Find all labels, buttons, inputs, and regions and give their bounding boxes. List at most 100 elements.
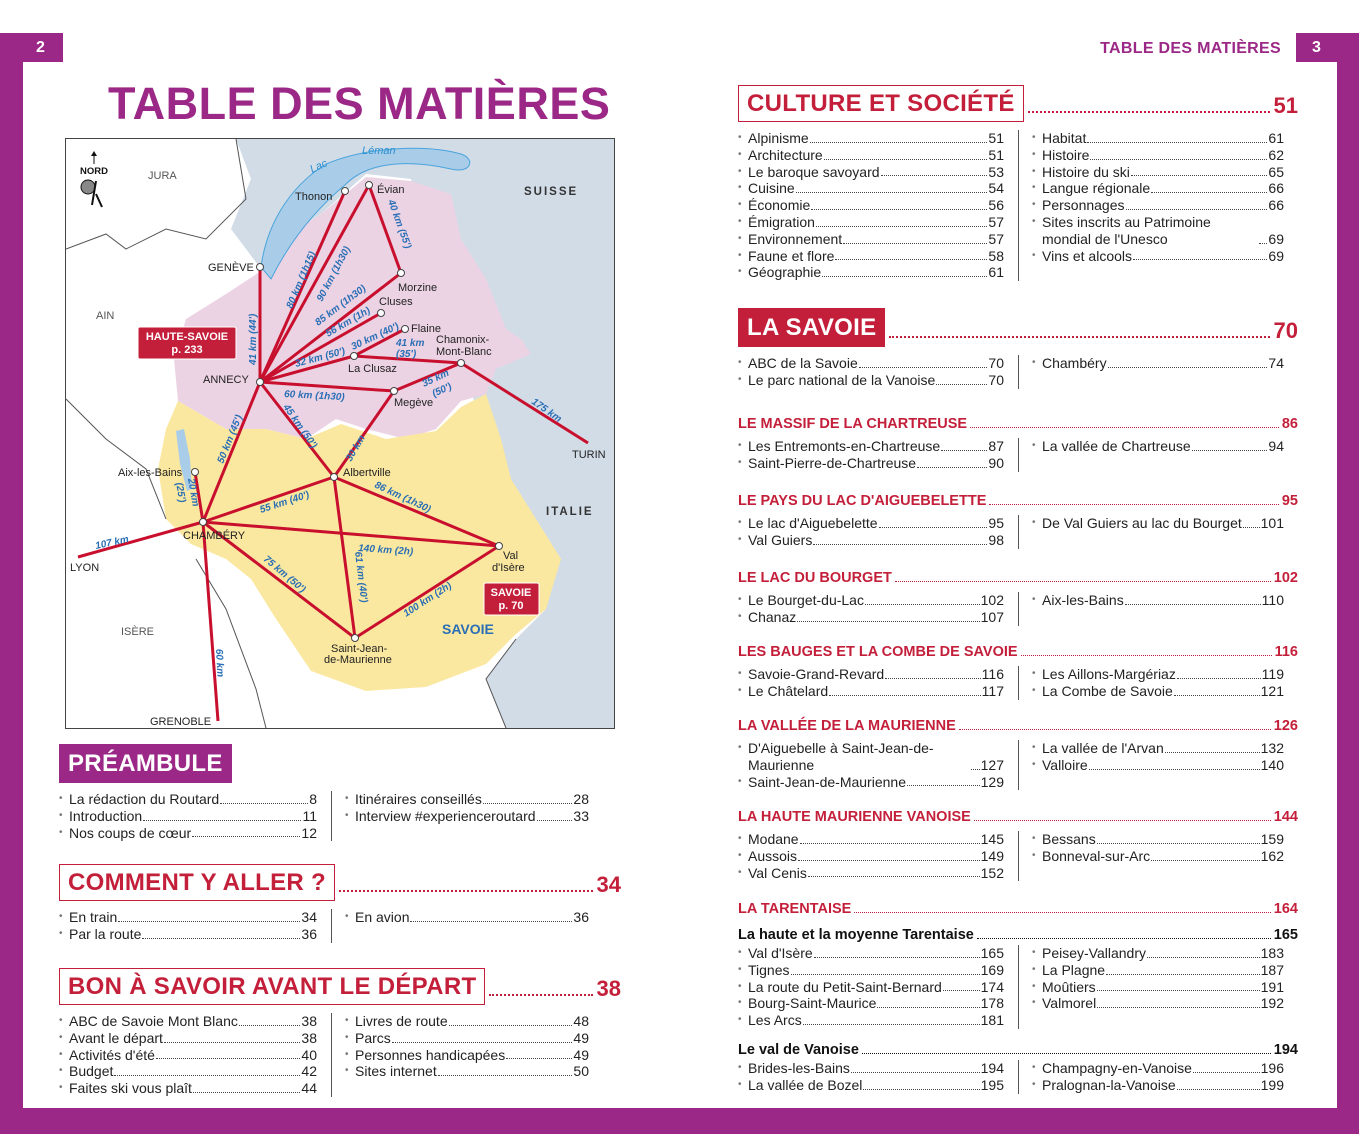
entry-page-number: 145 (980, 831, 1004, 847)
toc-entry[interactable]: Sites internet 50 (345, 1063, 589, 1080)
toc-entry[interactable]: Langue régionale 66 (1032, 180, 1284, 197)
toc-entry[interactable]: Livres de route 48 (345, 1013, 589, 1030)
section-heading[interactable]: LE LAC DU BOURGET 102 (738, 566, 1298, 586)
toc-entry[interactable]: En avion 36 (345, 909, 589, 926)
toc-entry[interactable]: Architecture 51 (738, 147, 1004, 164)
section-heading[interactable]: CULTURE ET SOCIÉTÉ 51 (738, 82, 1298, 122)
section-heading[interactable]: BON À SAVOIR AVANT LE DÉPART 38 (59, 965, 621, 1005)
section-heading[interactable]: LE MASSIF DE LA CHARTREUSE 86 (738, 412, 1298, 432)
toc-entry[interactable]: Le baroque savoyard 53 (738, 164, 1004, 181)
section-heading[interactable]: LA TARENTAISE 164 (738, 897, 1298, 917)
toc-entry[interactable]: La Combe de Savoie 121 (1032, 683, 1284, 700)
toc-entry[interactable]: La route du Petit-Saint-Bernard 174 (738, 979, 1004, 996)
toc-entry[interactable]: Alpinisme 51 (738, 130, 1004, 147)
section-heading[interactable]: LA HAUTE MAURIENNE VANOISE 144 (738, 805, 1298, 825)
toc-entry[interactable]: Le Bourget-du-Lac 102 (738, 592, 1004, 609)
section-heading[interactable]: LE PAYS DU LAC D'AIGUEBELETTE 95 (738, 489, 1298, 509)
toc-entry[interactable]: La vallée de l'Arvan 132 (1032, 740, 1284, 757)
section-heading[interactable]: LA SAVOIE 70 (738, 307, 1298, 347)
section-heading[interactable]: LES BAUGES ET LA COMBE DE SAVOIE 116 (738, 640, 1298, 660)
toc-section: LE LAC DU BOURGET 102 Le Bourget-du-Lac 102… (738, 566, 1298, 626)
toc-entry[interactable]: Modane 145 (738, 831, 1004, 848)
toc-entry[interactable]: Le parc national de la Vanoise 70 (738, 372, 1004, 389)
toc-entry[interactable]: Introduction 11 (59, 808, 317, 825)
toc-entry[interactable]: Habitat 61 (1032, 130, 1284, 147)
entry-page-number: 65 (1268, 163, 1284, 180)
toc-entry[interactable]: Val Cenis 152 (738, 865, 1004, 882)
toc-entry[interactable]: Aix-les-Bains 110 (1032, 592, 1284, 609)
city-megeve: Megève (394, 397, 433, 409)
toc-entry[interactable]: Faune et flore 58 (738, 248, 1004, 265)
toc-entry[interactable]: Par la route 36 (59, 926, 317, 943)
toc-entry[interactable]: Val d'Isère 165 (738, 945, 1004, 962)
toc-entry[interactable]: Chanaz 107 (738, 609, 1004, 626)
toc-section: PRÉAMBULE La rédaction du Routard8Introdu… (59, 743, 621, 842)
toc-entry[interactable]: Avant le départ 38 (59, 1030, 317, 1047)
toc-entry[interactable]: La rédaction du Routard 8 (59, 791, 317, 808)
toc-entry[interactable]: Parcs 49 (345, 1030, 589, 1047)
toc-entry[interactable]: Budget 42 (59, 1063, 317, 1080)
toc-entry[interactable]: Valloire 140 (1032, 757, 1284, 774)
toc-entry[interactable]: ABC de Savoie Mont Blanc 38 (59, 1013, 317, 1030)
section-heading[interactable]: LA VALLÉE DE LA MAURIENNE 126 (738, 714, 1298, 734)
entry-label: Introduction (69, 807, 143, 824)
toc-entry[interactable]: Activités d'été 40 (59, 1047, 317, 1064)
toc-entry[interactable]: Chambéry 74 (1032, 355, 1284, 372)
section-title: LES BAUGES ET LA COMBE DE SAVOIE (738, 644, 1018, 660)
toc-entry[interactable]: Bonneval-sur-Arc 162 (1032, 848, 1284, 865)
toc-entry[interactable]: Les Aillons-Margériaz 119 (1032, 666, 1284, 683)
toc-entry[interactable]: La vallée de Chartreuse 94 (1032, 438, 1284, 455)
toc-entry[interactable]: Géographie 61 (738, 264, 1004, 281)
toc-entry[interactable]: Les Arcs 181 (738, 1012, 1004, 1029)
toc-entry[interactable]: Brides-les-Bains 194 (738, 1060, 1004, 1077)
toc-entry[interactable]: Interview #experienceroutard 33 (345, 808, 589, 825)
entry-label: Moûtiers (1042, 978, 1096, 995)
toc-entry[interactable]: Moûtiers 191 (1032, 979, 1284, 996)
badge-haute-savoie[interactable]: HAUTE-SAVOIE p. 233 (137, 326, 237, 360)
toc-entry[interactable]: De Val Guiers au lac du Bourget 101 (1032, 515, 1284, 532)
toc-entry[interactable]: Champagny-en-Vanoise 196 (1032, 1060, 1284, 1077)
section-title: Le val de Vanoise (738, 1042, 859, 1058)
toc-entry[interactable]: Personnages 66 (1032, 197, 1284, 214)
toc-entry[interactable]: ABC de la Savoie 70 (738, 355, 1004, 372)
toc-entry[interactable]: D'Aiguebelle à Saint-Jean-de-Maurienne 12… (738, 740, 1004, 774)
toc-entry[interactable]: Faites ski vous plaît 44 (59, 1080, 317, 1097)
toc-entry[interactable]: Bourg-Saint-Maurice 178 (738, 995, 1004, 1012)
toc-entry[interactable]: Bessans 159 (1032, 831, 1284, 848)
section-heading[interactable]: PRÉAMBULE (59, 743, 621, 783)
toc-entry[interactable]: Val Guiers 98 (738, 532, 1004, 549)
toc-entry[interactable]: Itinéraires conseillés 28 (345, 791, 589, 808)
toc-entry[interactable]: Histoire du ski 65 (1032, 164, 1284, 181)
toc-entry[interactable]: Le lac d'Aiguebelette 95 (738, 515, 1004, 532)
toc-entry[interactable]: La Plagne 187 (1032, 962, 1284, 979)
toc-entry[interactable]: En train 34 (59, 909, 317, 926)
toc-entry[interactable]: La vallée de Bozel 195 (738, 1077, 1004, 1094)
badge-savoie[interactable]: SAVOIE p. 70 (483, 582, 540, 616)
toc-entry[interactable]: Savoie-Grand-Revard 116 (738, 666, 1004, 683)
toc-entry[interactable]: Émigration 57 (738, 214, 1004, 231)
section-heading[interactable]: COMMENT Y ALLER ? 34 (59, 861, 621, 901)
toc-entry[interactable]: Valmorel 192 (1032, 995, 1284, 1012)
toc-entry[interactable]: Le Châtelard 117 (738, 683, 1004, 700)
toc-entry[interactable]: Environnement 57 (738, 231, 1004, 248)
toc-entry[interactable]: Cuisine 54 (738, 180, 1004, 197)
toc-entry[interactable]: Sites inscrits au Patrimoine mondial de … (1032, 214, 1284, 248)
toc-entry[interactable]: Tignes 169 (738, 962, 1004, 979)
toc-entry[interactable]: Aussois 149 (738, 848, 1004, 865)
section-heading[interactable]: Le val de Vanoise 194 (738, 1038, 1298, 1058)
section-page-number: 144 (1273, 809, 1298, 825)
toc-entry[interactable]: Saint-Jean-de-Maurienne 129 (738, 774, 1004, 791)
toc-entry[interactable]: Nos coups de cœur 12 (59, 825, 317, 842)
toc-entry[interactable]: Pralognan-la-Vanoise 199 (1032, 1077, 1284, 1094)
toc-entry[interactable]: Économie 56 (738, 197, 1004, 214)
toc-entry[interactable]: Histoire 62 (1032, 147, 1284, 164)
toc-entry[interactable]: Vins et alcools 69 (1032, 248, 1284, 265)
entry-label: Langue régionale (1042, 180, 1151, 197)
toc-entry[interactable]: Saint-Pierre-de-Chartreuse 90 (738, 455, 1004, 472)
toc-entry[interactable]: Les Entremonts-en-Chartreuse 87 (738, 438, 1004, 455)
section-heading[interactable]: La haute et la moyenne Tarentaise 165 (738, 923, 1298, 943)
toc-entry[interactable]: Peisey-Vallandry 183 (1032, 945, 1284, 962)
dot-leader (795, 192, 988, 194)
toc-entry[interactable]: Personnes handicapées 49 (345, 1047, 589, 1064)
